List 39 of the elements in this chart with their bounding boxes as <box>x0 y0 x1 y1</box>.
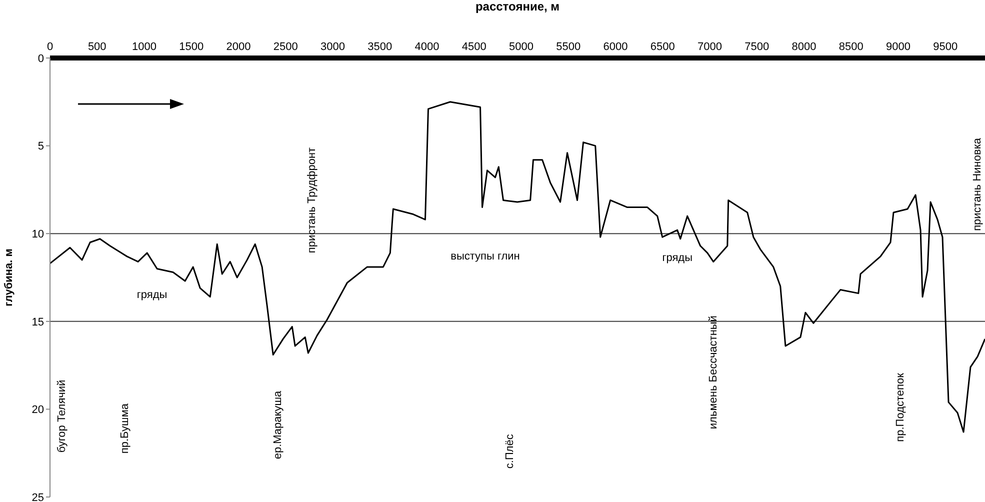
annotation: гряды <box>662 252 693 264</box>
annotation: пр.Бушма <box>119 402 132 454</box>
x-tick-label: 3500 <box>368 41 392 53</box>
x-tick-label: 6000 <box>603 41 628 53</box>
annotation: пр.Подстепок <box>894 372 906 442</box>
y-tick-label: 15 <box>32 316 44 328</box>
x-tick-label: 9500 <box>933 41 958 53</box>
x-tick-label: 7500 <box>744 41 770 53</box>
y-tick-label: 20 <box>32 404 44 416</box>
annotation: ер.Маракуша <box>272 390 284 460</box>
x-tick-label: 8500 <box>838 41 864 53</box>
y-tick-label: 25 <box>32 492 44 502</box>
x-axis-title: расстояние, м <box>475 0 560 14</box>
annotation: пристань Ниновка <box>972 137 984 231</box>
x-tick-label: 9000 <box>886 41 911 53</box>
x-tick-label: 2000 <box>226 41 251 53</box>
x-tick-label: 4500 <box>462 41 486 53</box>
annotation: пристань Трудфронт <box>306 147 318 254</box>
annotation: выступы глин <box>450 250 520 262</box>
x-tick-label: 5500 <box>556 41 581 53</box>
y-axis-title: глубина. м <box>2 248 15 306</box>
x-tick-label: 2500 <box>273 41 298 53</box>
annotation: ильмень Бессчастный <box>707 316 720 430</box>
x-tick-label: 500 <box>88 41 106 53</box>
x-tick-label: 7000 <box>698 41 722 53</box>
annotation: с.Плёс <box>504 434 516 469</box>
x-tick-label: 6500 <box>650 41 675 53</box>
annotation: бугор Телячий <box>56 380 68 453</box>
y-tick-label: 5 <box>38 140 44 153</box>
y-tick-label: 0 <box>38 52 44 65</box>
x-tick-label: 0 <box>46 41 54 53</box>
x-tick-label: 1000 <box>132 41 156 53</box>
y-tick-label: 10 <box>32 228 44 241</box>
x-tick-label: 4000 <box>414 41 440 53</box>
x-tick-label: 5000 <box>509 41 534 53</box>
x-tick-label: 1500 <box>179 41 204 53</box>
annotation: гряды <box>136 289 168 302</box>
x-tick-label: 3000 <box>320 41 346 53</box>
x-tick-label: 8000 <box>792 41 816 53</box>
